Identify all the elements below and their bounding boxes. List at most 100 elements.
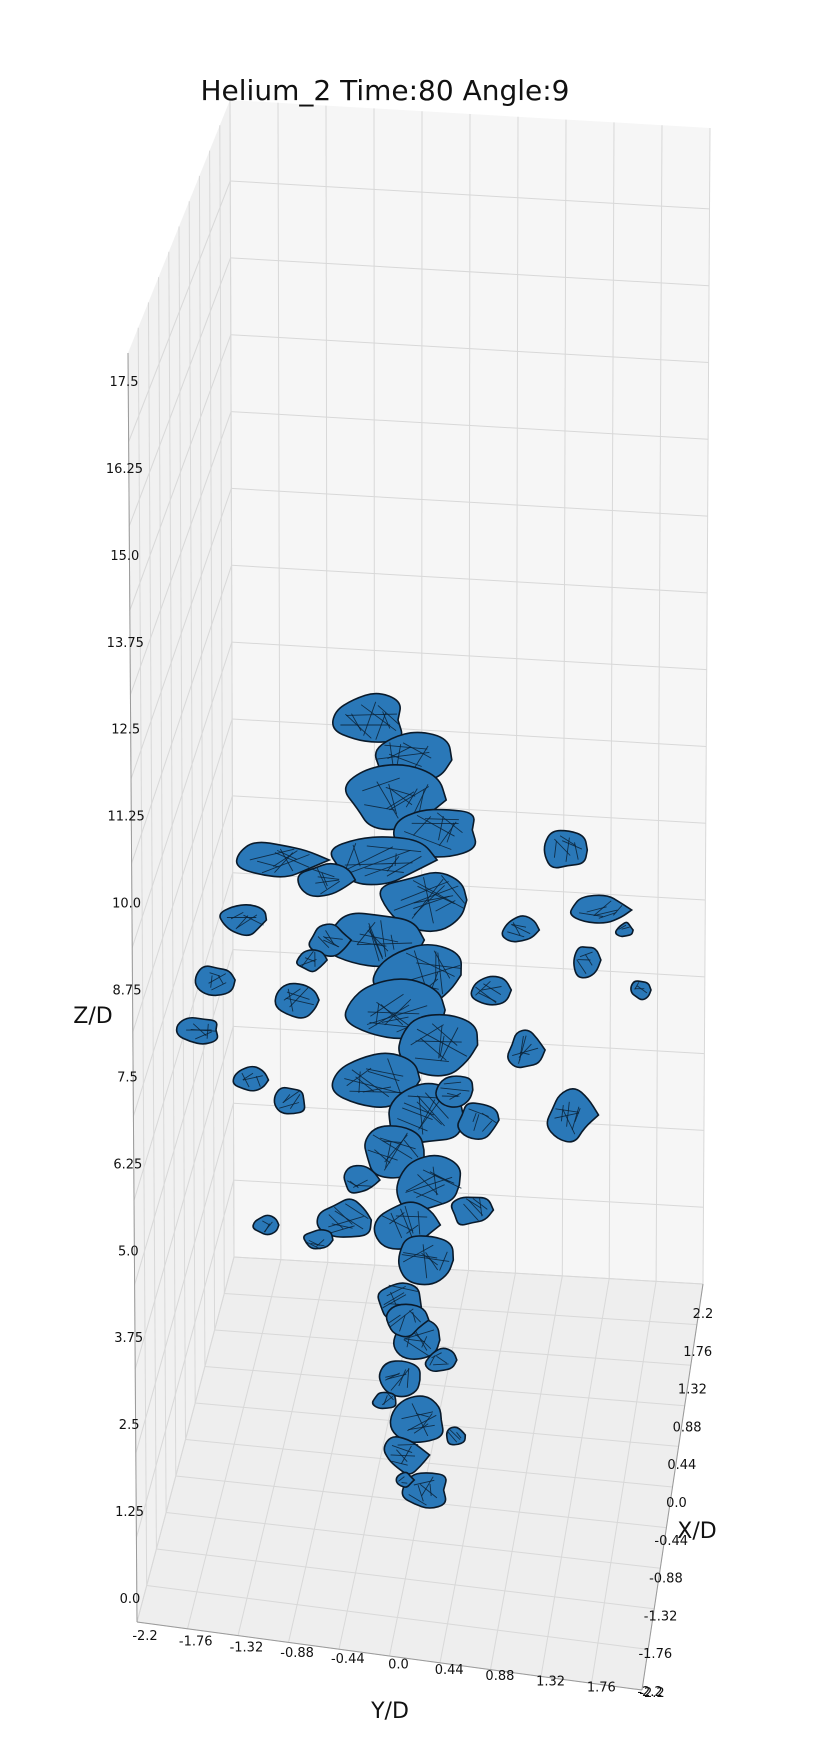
mesh-edge [408, 1424, 435, 1431]
mesh-edge [385, 1141, 392, 1168]
mesh-edge [206, 1023, 209, 1039]
mesh-edge [397, 1118, 428, 1132]
mesh-edge [369, 1022, 413, 1028]
mesh-edge [424, 818, 459, 821]
mesh-edge [413, 1423, 429, 1434]
mesh-edge [437, 952, 444, 995]
mesh-edge [242, 1072, 254, 1081]
mesh-edge [576, 959, 587, 974]
mesh-edge [432, 1166, 438, 1196]
back-wall [230, 100, 710, 1284]
mesh-edge [328, 1215, 364, 1228]
mesh-edge [475, 980, 491, 996]
mesh-edge [382, 1140, 402, 1143]
mesh-edge [413, 1191, 444, 1205]
mesh-edge [375, 712, 387, 740]
surface-patch [219, 904, 268, 937]
mesh-edge [411, 1403, 429, 1437]
mesh-edge [407, 1414, 437, 1431]
fragment-blob [435, 1075, 474, 1108]
fragment-blob [316, 1198, 373, 1238]
mesh-edge [345, 1203, 369, 1219]
surface-patch [546, 1087, 600, 1143]
mesh-edge [363, 701, 377, 736]
mesh-edge [398, 1476, 405, 1482]
mesh-edge [475, 986, 497, 1004]
mesh-edge [364, 867, 404, 873]
mesh-edge [380, 1214, 414, 1232]
mesh-edge [393, 885, 459, 911]
mesh-edge [289, 986, 309, 1008]
mesh-edge [553, 841, 557, 858]
mesh-edge [441, 875, 466, 904]
mesh-edge [431, 1352, 442, 1359]
mesh-edge [618, 924, 627, 930]
mesh-edge [593, 909, 618, 917]
mesh-edge [404, 831, 452, 850]
back-gridline [561, 119, 567, 1276]
mesh-edge [383, 1395, 388, 1405]
mesh-edge [436, 812, 463, 834]
y-tick-label: 1.76 [587, 1680, 616, 1695]
fragment-blob [232, 1065, 270, 1092]
z-tick-label: 17.5 [110, 375, 139, 390]
mesh-edge [401, 1482, 408, 1484]
surface-patch [303, 1229, 334, 1250]
mesh-edge [324, 936, 343, 940]
mesh-edge [472, 1112, 477, 1123]
surface-patch [435, 1075, 474, 1108]
y-tick-label: 0.0 [388, 1658, 409, 1673]
surface-patch [457, 1102, 500, 1140]
mesh-edge [376, 781, 399, 819]
mesh-edge [402, 742, 432, 759]
mesh-edge [385, 1372, 401, 1381]
mesh-edge [388, 1314, 401, 1324]
mesh-edge [507, 931, 525, 938]
z-tick-label: 8.75 [113, 984, 142, 999]
z-tick-label: 15.0 [110, 549, 139, 564]
y-tick-label: 1.32 [536, 1675, 565, 1690]
mesh-edge [433, 950, 451, 979]
surface-patch [396, 1154, 462, 1213]
back-gridline [233, 1256, 704, 1285]
mesh-edge [417, 885, 455, 905]
mesh-edge [345, 849, 411, 875]
mesh-edge [346, 713, 398, 716]
mesh-edge [446, 1092, 460, 1097]
plume-blob [397, 1235, 455, 1286]
mesh-edge [400, 881, 449, 901]
mesh-edge [315, 879, 340, 884]
isosurface [175, 692, 652, 1509]
z-tick-label: 5.0 [118, 1244, 139, 1259]
axes-panes [128, 100, 710, 1690]
mesh-edge [289, 1094, 301, 1110]
mesh-edge [359, 933, 399, 943]
mesh-edge [390, 1308, 414, 1328]
fragment-blob [252, 1214, 280, 1236]
mesh-edge [401, 1254, 450, 1262]
mesh-edge [242, 1075, 263, 1081]
mesh-edge [436, 1355, 448, 1364]
fragment-blob [343, 1164, 381, 1194]
mesh-edge [374, 1149, 391, 1164]
mesh-edge [261, 854, 310, 874]
mesh-edge [344, 1078, 404, 1095]
side-gridline [168, 251, 177, 1477]
mesh-edge [512, 922, 521, 936]
mesh-edge [386, 855, 422, 877]
mesh-edge [394, 853, 397, 867]
mesh-edge [405, 788, 418, 808]
mesh-edge [352, 844, 361, 867]
mesh-edge [481, 986, 502, 991]
mesh-edge [390, 1368, 410, 1391]
mesh-edge [562, 840, 583, 850]
back-gridline [608, 122, 615, 1279]
mesh-edge [351, 1069, 390, 1098]
mesh-edge [316, 866, 328, 890]
mesh-edge [383, 1132, 408, 1171]
x-tick-label: -2.2 [637, 1685, 662, 1700]
mesh-edge [560, 1105, 564, 1122]
mesh-edge [439, 1251, 448, 1271]
mesh-edge [422, 1244, 428, 1279]
side-gridline [147, 302, 157, 1550]
